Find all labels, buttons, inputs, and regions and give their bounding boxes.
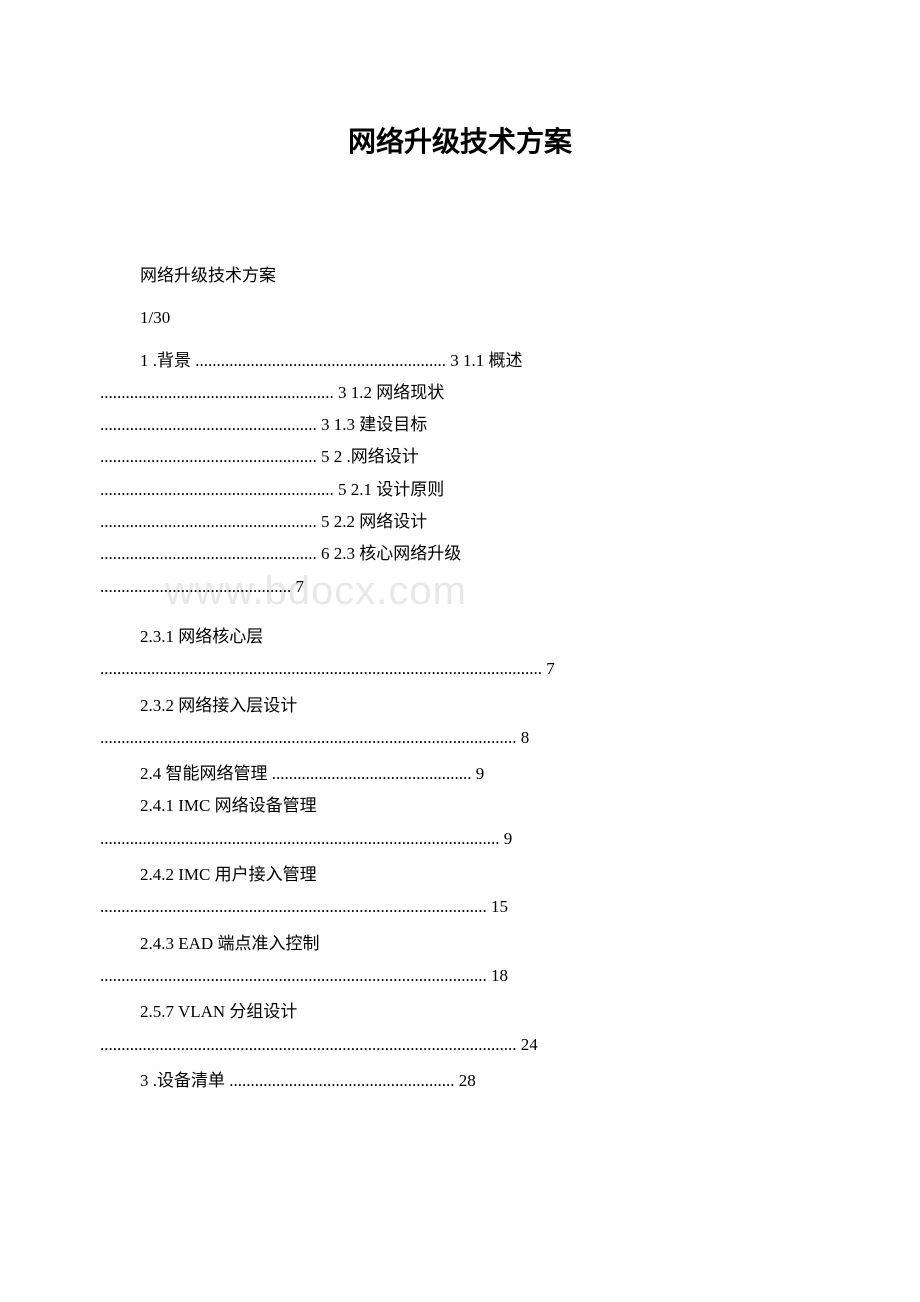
toc-entry-243-heading: 2.4.3 EAD 端点准入控制 bbox=[140, 928, 820, 960]
toc-entry-231-dots: ........................................… bbox=[100, 653, 820, 685]
toc-line-5: ........................................… bbox=[100, 480, 444, 499]
toc-line-8: ........................................… bbox=[100, 577, 304, 596]
toc-entry-232-dots: ........................................… bbox=[100, 722, 820, 754]
document-subtitle: 网络升级技术方案 bbox=[140, 260, 820, 292]
toc-entry-241-dots: ........................................… bbox=[100, 823, 820, 855]
toc-entry-231-heading: 2.3.1 网络核心层 bbox=[140, 621, 820, 653]
toc-line-7: ........................................… bbox=[100, 544, 461, 563]
toc-line-1: 1 .背景 ..................................… bbox=[140, 345, 820, 377]
document-title: 网络升级技术方案 bbox=[100, 120, 820, 160]
toc-entry-232-heading: 2.3.2 网络接入层设计 bbox=[140, 690, 820, 722]
toc-entry-241-heading: 2.4.1 IMC 网络设备管理 bbox=[140, 790, 820, 822]
toc-line-3: ........................................… bbox=[100, 415, 427, 434]
toc-block-1: 1 .背景 ..................................… bbox=[100, 345, 820, 603]
toc-entry-257-dots: ........................................… bbox=[100, 1029, 820, 1061]
document-body: 网络升级技术方案 1/30 1 .背景 ....................… bbox=[100, 260, 820, 1097]
page-indicator: 1/30 bbox=[140, 302, 820, 334]
toc-line-2: ........................................… bbox=[100, 383, 444, 402]
toc-entry-242-heading: 2.4.2 IMC 用户接入管理 bbox=[140, 859, 820, 891]
toc-entry-3: 3 .设备清单 ................................… bbox=[140, 1065, 820, 1097]
toc-entry-24: 2.4 智能网络管理 .............................… bbox=[140, 758, 820, 790]
toc-entry-243-dots: ........................................… bbox=[100, 960, 820, 992]
document-content: 网络升级技术方案 网络升级技术方案 1/30 1 .背景 ...........… bbox=[100, 120, 820, 1097]
toc-entry-257-heading: 2.5.7 VLAN 分组设计 bbox=[140, 996, 820, 1028]
toc-line-6: ........................................… bbox=[100, 512, 427, 531]
toc-line-4: ........................................… bbox=[100, 447, 419, 466]
toc-entry-242-dots: ........................................… bbox=[100, 891, 820, 923]
